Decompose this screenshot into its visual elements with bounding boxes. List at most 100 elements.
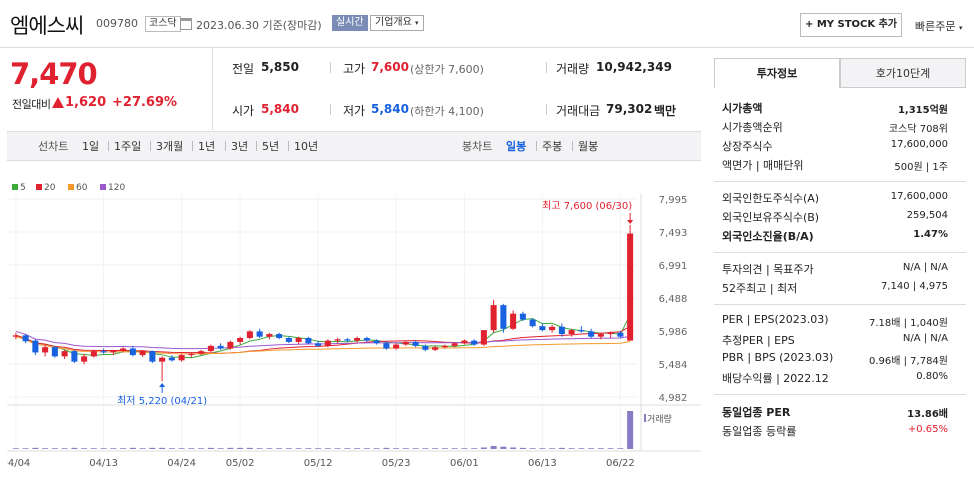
candle-body <box>285 337 292 342</box>
price-chart-svg: 7,995 7,493 6,991 6,488 5,986 5,484 4,982 04/04… <box>1 193 701 481</box>
candle-tab-2[interactable]: 월봉 <box>578 140 599 153</box>
x-tick-label: 06/13 <box>528 458 557 469</box>
amount-unit: 백만 <box>654 104 677 118</box>
add-my-stock-button[interactable]: + MY STOCK 추가 <box>800 13 902 37</box>
volume-bar <box>237 447 244 449</box>
high-arrow-icon <box>627 220 634 224</box>
legend-item-20: 20 <box>36 183 55 193</box>
x-tick-label: 04/24 <box>167 458 196 469</box>
divider <box>256 141 257 151</box>
candle-body <box>324 340 331 346</box>
volume-bar <box>159 447 166 449</box>
line-chart-tab[interactable]: 선차트 <box>38 140 69 153</box>
period-tab-1[interactable]: 1주일 <box>114 140 142 153</box>
period-tab-3[interactable]: 1년 <box>198 140 216 153</box>
info-value: N/A | N/A <box>902 262 948 273</box>
tab-hoga-10[interactable]: 호가10단계 <box>840 58 966 88</box>
candle-chart-tab[interactable]: 봉차트 <box>462 140 493 153</box>
base-date: 2023.06.30 기준(장마감) <box>196 19 322 32</box>
candle-body <box>237 337 244 342</box>
x-tick-label: 05/23 <box>382 458 411 469</box>
candle-body <box>344 339 351 341</box>
y-tick-label: 6,488 <box>659 294 688 305</box>
legend-label: 20 <box>44 183 56 193</box>
period-tab-4[interactable]: 3년 <box>231 140 249 153</box>
volume-bar <box>315 448 322 449</box>
period-tab-2[interactable]: 3개월 <box>156 140 184 153</box>
volume-bar <box>432 448 439 449</box>
volume-bar <box>188 448 195 449</box>
ma-120-line <box>15 330 631 350</box>
y-tick-label: 4,982 <box>659 393 688 404</box>
divider <box>330 62 331 73</box>
upper-limit: (상한가 7,600) <box>410 63 484 76</box>
price-chart[interactable]: 7,995 7,493 6,991 6,488 5,986 5,484 4,982 04/04… <box>1 193 701 481</box>
candle-tab-0[interactable]: 일봉 <box>506 140 527 153</box>
period-tab-bar <box>7 131 701 161</box>
candle-body <box>393 344 400 349</box>
period-tab-5[interactable]: 5년 <box>262 140 280 153</box>
candle-body <box>422 345 429 350</box>
volume-bar <box>51 448 58 449</box>
candle-body <box>32 340 39 353</box>
candle-body <box>81 356 88 362</box>
period-tab-6[interactable]: 10년 <box>294 140 319 153</box>
info-label: 배당수익률 | 2022.12 <box>722 372 829 385</box>
ma-5-line <box>15 314 631 359</box>
amount-value: 79,302 <box>606 102 653 116</box>
company-overview-dropdown[interactable]: 기업개요 ▾ <box>370 15 424 31</box>
info-value: 259,504 <box>906 210 948 221</box>
candle-body <box>227 341 234 349</box>
volume-bar <box>129 447 136 449</box>
quick-order-button[interactable]: 빠른주문 ▾ <box>915 18 963 34</box>
info-label: 추정PER | EPS <box>722 334 795 347</box>
divider <box>212 48 213 130</box>
candle-body <box>617 332 624 337</box>
candle-body <box>198 351 205 354</box>
realtime-button[interactable]: 실시간 <box>332 15 368 31</box>
candle-body <box>402 341 409 345</box>
info-label: 52주최고 | 최저 <box>722 282 798 295</box>
info-value: 코스닥 708위 <box>888 124 948 135</box>
chart-background <box>7 193 701 481</box>
candle-body <box>529 319 536 327</box>
volume-label: 거래량 <box>556 62 590 76</box>
volume-bar <box>285 448 292 449</box>
quick-order-label: 빠른주문 <box>915 20 956 33</box>
divider <box>330 104 331 115</box>
volume-label: 거래량 <box>647 413 672 425</box>
info-value: 500원 | 1주 <box>894 162 948 173</box>
low-value: 5,840 <box>371 102 409 116</box>
ma-20-line <box>15 325 631 354</box>
period-tab-0[interactable]: 1일 <box>82 140 100 153</box>
x-tick-label: 04/04 <box>7 458 30 469</box>
candle-body <box>149 351 156 362</box>
volume-bar <box>12 448 19 449</box>
candle-tab-1[interactable]: 주봉 <box>542 140 563 153</box>
candle-body <box>432 347 439 350</box>
candle-body <box>568 330 575 335</box>
volume-bar <box>198 448 205 449</box>
divider <box>546 104 547 115</box>
volume-bar <box>22 448 29 449</box>
up-triangle-icon <box>52 97 64 108</box>
change-percent: +27.69% <box>112 95 178 110</box>
volume-bar <box>627 411 634 449</box>
change-label: 전일대비 <box>12 98 51 111</box>
x-tick-label: 05/12 <box>304 458 333 469</box>
tab-investment-info[interactable]: 투자정보 <box>714 58 840 88</box>
volume-bar <box>490 445 497 449</box>
info-label: 액면가 | 매매단위 <box>722 159 804 172</box>
candle-body <box>217 345 224 349</box>
divider <box>288 141 289 151</box>
volume-bar <box>412 448 419 449</box>
candle-body <box>480 330 487 345</box>
volume-bar <box>100 448 107 449</box>
divider <box>225 141 226 151</box>
candle-body <box>266 334 273 337</box>
candle-body <box>51 347 58 357</box>
company-overview-label: 기업개요 <box>375 17 412 28</box>
volume-bar <box>266 448 273 449</box>
volume-bar <box>500 446 507 449</box>
info-value: 7.18배 | 1,040원 <box>868 318 948 329</box>
